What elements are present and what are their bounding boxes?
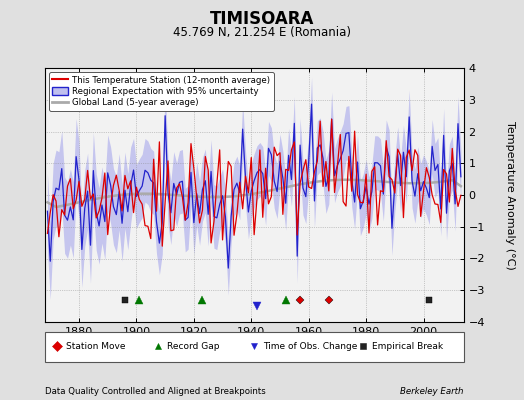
Text: Record Gap: Record Gap bbox=[167, 342, 220, 351]
Text: 45.769 N, 21.254 E (Romania): 45.769 N, 21.254 E (Romania) bbox=[173, 26, 351, 39]
Text: Data Quality Controlled and Aligned at Breakpoints: Data Quality Controlled and Aligned at B… bbox=[45, 387, 265, 396]
Text: TIMISOARA: TIMISOARA bbox=[210, 10, 314, 28]
Text: Empirical Break: Empirical Break bbox=[373, 342, 443, 351]
Text: Station Move: Station Move bbox=[67, 342, 126, 351]
Text: Berkeley Earth: Berkeley Earth bbox=[400, 387, 464, 396]
Legend: This Temperature Station (12-month average), Regional Expectation with 95% uncer: This Temperature Station (12-month avera… bbox=[49, 72, 274, 110]
Y-axis label: Temperature Anomaly (°C): Temperature Anomaly (°C) bbox=[505, 121, 515, 269]
Text: Time of Obs. Change: Time of Obs. Change bbox=[264, 342, 358, 351]
FancyBboxPatch shape bbox=[45, 332, 464, 362]
